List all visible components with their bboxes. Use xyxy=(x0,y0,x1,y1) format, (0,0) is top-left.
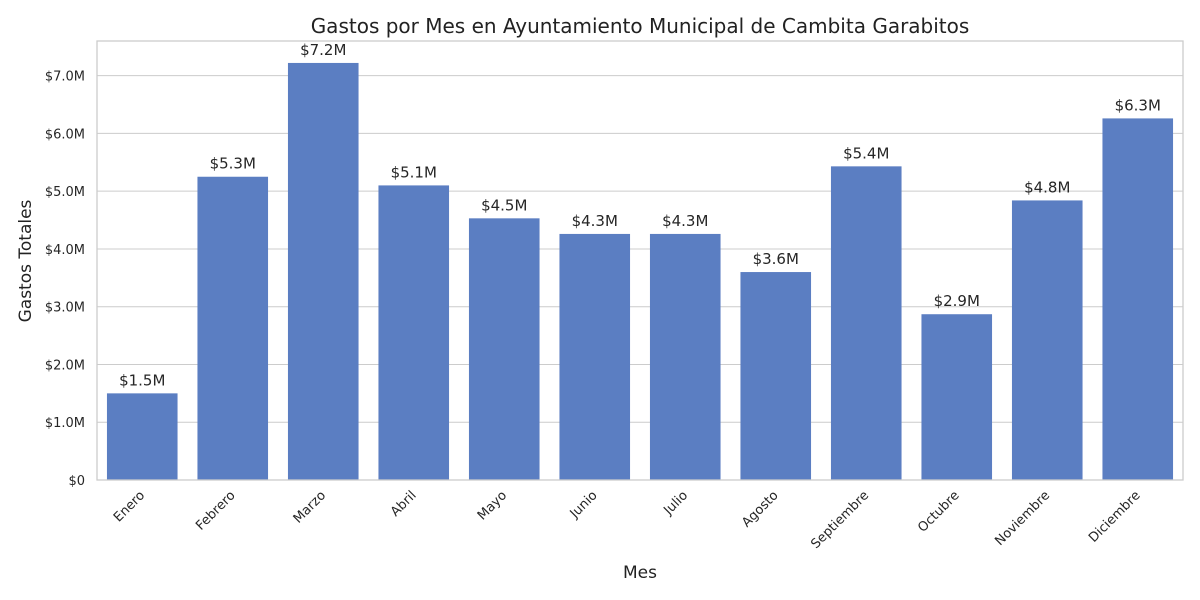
data-label: $2.9M xyxy=(934,292,980,310)
bars xyxy=(106,62,1174,481)
data-label: $1.5M xyxy=(119,371,165,389)
y-tick-label: $4.0M xyxy=(45,243,85,258)
bar-diciembre xyxy=(1102,118,1174,480)
x-tick-label: Enero xyxy=(111,488,148,525)
x-tick-label: Septiembre xyxy=(808,488,872,552)
x-tick-label: Febrero xyxy=(193,488,238,533)
y-tick-label: $6.0M xyxy=(45,127,85,142)
data-label: $5.3M xyxy=(210,155,256,173)
x-tick-label: Abril xyxy=(388,488,420,520)
x-tick-label: Junio xyxy=(567,488,601,522)
data-label: $7.2M xyxy=(300,41,346,59)
x-tick-label: Noviembre xyxy=(992,488,1053,549)
data-label: $6.3M xyxy=(1115,96,1161,114)
x-tick-label: Octubre xyxy=(915,488,962,535)
bar-junio xyxy=(559,233,631,480)
bar-abril xyxy=(378,185,450,480)
data-label: $4.3M xyxy=(572,212,618,230)
bar-agosto xyxy=(740,272,812,480)
y-axis-label: Gastos Totales xyxy=(16,199,36,322)
x-tick-label: Agosto xyxy=(739,488,781,530)
y-tick-label: $2.0M xyxy=(45,358,85,373)
y-tick-label: $0 xyxy=(68,474,85,489)
bar-septiembre xyxy=(830,166,902,480)
x-tick-label: Diciembre xyxy=(1086,488,1144,546)
data-label: $5.4M xyxy=(843,144,889,162)
x-tick-label: Julio xyxy=(660,488,691,519)
x-axis-label: Mes xyxy=(623,563,657,583)
x-tick-labels: Enero Febrero Marzo Abril Mayo Junio Julio Agos… xyxy=(111,488,1144,552)
y-tick-label: $5.0M xyxy=(45,185,85,200)
y-tick-label: $3.0M xyxy=(45,301,85,316)
bar-febrero xyxy=(197,176,269,481)
bar-noviembre xyxy=(1011,200,1083,480)
data-label: $4.5M xyxy=(481,196,527,214)
x-tick-label: Marzo xyxy=(291,488,329,526)
y-tick-label: $7.0M xyxy=(45,70,85,85)
bar-julio xyxy=(649,233,721,480)
bar-marzo xyxy=(287,62,359,480)
data-label: $3.6M xyxy=(753,250,799,268)
data-labels: $1.5M $5.3M $7.2M $5.1M $4.5M $4.3M $4.3M $3.6M… xyxy=(119,41,1161,389)
x-tick-label: Mayo xyxy=(475,488,510,523)
bar-octubre xyxy=(921,314,993,480)
y-tick-label: $1.0M xyxy=(45,416,85,431)
grid-lines xyxy=(97,75,1183,481)
y-tick-labels: $0 $1.0M $2.0M $3.0M $4.0M $5.0M $6.0M $7.0M xyxy=(45,70,85,489)
bar-enero xyxy=(106,393,178,480)
chart-title: Gastos por Mes en Ayuntamiento Municipal… xyxy=(311,14,970,38)
data-label: $4.3M xyxy=(662,212,708,230)
data-label: $5.1M xyxy=(391,163,437,181)
bar-mayo xyxy=(468,218,540,481)
plot-frame xyxy=(96,40,1184,481)
data-label: $4.8M xyxy=(1024,178,1070,196)
